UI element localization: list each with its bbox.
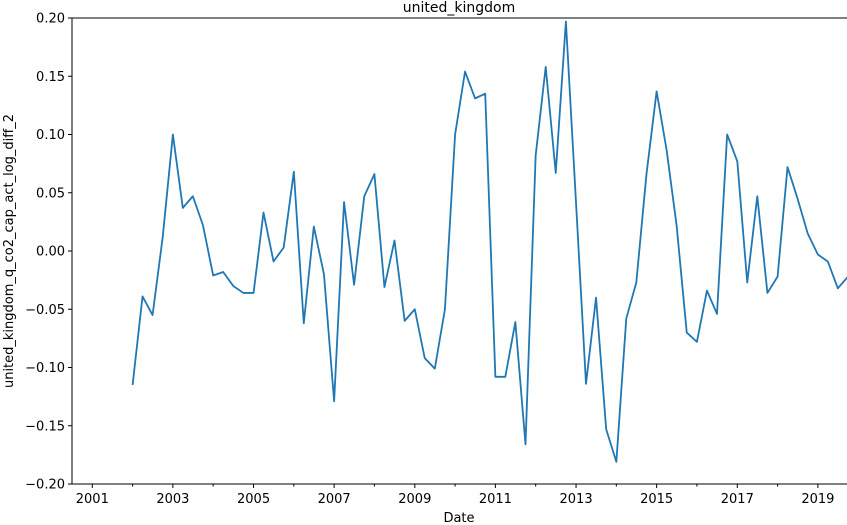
y-tick-label: −0.15 [25, 419, 65, 434]
y-tick-label: 0.15 [36, 70, 65, 85]
x-tick-label: 2001 [76, 492, 109, 507]
series-layer [131, 20, 847, 463]
y-tick-label: 0.20 [36, 12, 65, 27]
chart-title: united_kingdom [403, 0, 515, 16]
x-tick-label: 2009 [398, 492, 431, 507]
y-tick-label: −0.20 [25, 478, 65, 493]
plot-frame [71, 17, 847, 485]
x-tick-label: 2005 [237, 492, 270, 507]
x-tick-label: 2019 [801, 492, 834, 507]
x-axis-ticks: 2001 2003 2005 2007 2009 2011 2013 2015 2017 2019 [76, 484, 834, 507]
y-tick-label: 0.00 [36, 245, 65, 260]
y-tick-label: 0.05 [36, 186, 65, 201]
y-tick-label: 0.10 [36, 128, 65, 143]
y-axis-ticks: −0.20 −0.15 −0.10 −0.05 0.00 0.05 0.10 0.15 0.20 [25, 12, 72, 493]
series-line [131, 20, 847, 463]
x-tick-label: 2013 [560, 492, 593, 507]
x-tick-label: 2007 [318, 492, 351, 507]
x-tick-label: 2017 [721, 492, 754, 507]
x-axis-label: Date [443, 511, 474, 525]
y-axis-label: united_kingdom_q_co2_cap_act_log_diff_2 [2, 114, 17, 388]
x-tick-label: 2015 [640, 492, 673, 507]
y-tick-label: −0.05 [25, 303, 65, 318]
x-tick-label: 2011 [479, 492, 512, 507]
x-tick-label: 2003 [156, 492, 189, 507]
y-tick-label: −0.10 [25, 361, 65, 376]
